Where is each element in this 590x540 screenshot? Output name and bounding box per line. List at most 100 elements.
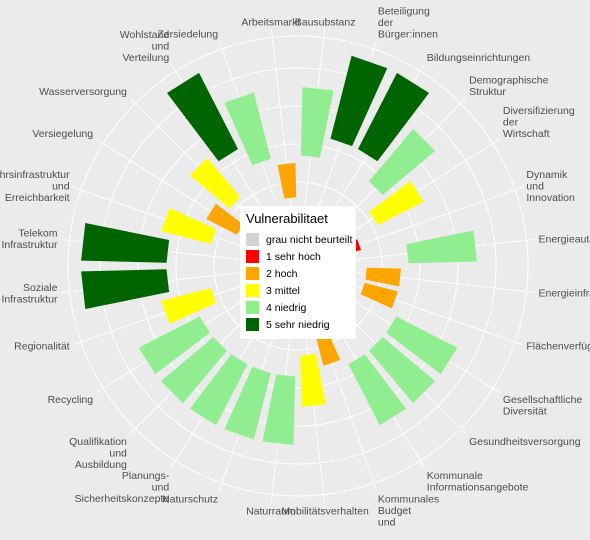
grid-ring [67, 35, 529, 497]
category-label: Diversifizierung der Wirtschaft [503, 105, 575, 140]
legend-title: Vulnerabilitaet [246, 211, 328, 226]
grid-ring [137, 105, 459, 427]
legend-entry: 4 niedrig [246, 299, 350, 316]
category-label-line: Energieinfrastruktur [539, 288, 590, 300]
category-label-line: und [152, 481, 170, 493]
bar-diversifizierung-der-wirtschaft [369, 180, 424, 226]
category-label-line: Beteiligung [378, 6, 430, 18]
category-label: Soziale Infrastruktur [1, 282, 58, 306]
legend-entry: 1 sehr hoch [246, 248, 350, 265]
bar-arbeitsmarkt [277, 163, 297, 199]
category-label-line: der [378, 17, 394, 29]
category-label-line: Bausubstanz [295, 17, 356, 29]
bars-layer [81, 55, 477, 445]
category-label: Arbeitsmarkt [241, 17, 300, 29]
category-label: Wasserversorgung [39, 86, 127, 98]
category-label-line: Struktur [469, 86, 506, 98]
category-label: Energieautarkie [539, 233, 590, 245]
category-label: Gesellschaftliche Diversität [503, 394, 583, 418]
category-label: VerkehrsinfrastrukturundErreichbarkeit [0, 169, 70, 204]
legend-entry-label: 2 hoch [266, 267, 298, 280]
bar-recycling [138, 316, 210, 375]
category-label: Kommunales Budget und [378, 493, 439, 528]
bar-mobilitätsverhalten [300, 353, 326, 407]
category-label: Demographische Struktur [469, 74, 549, 98]
category-label: Mobilitätsverhalten [281, 506, 369, 518]
category-label-line: Mobilitätsverhalten [281, 506, 369, 518]
category-label-line: Naturschutz [162, 493, 218, 505]
legend-key-swatch [246, 284, 259, 297]
category-label: Naturraum [246, 506, 296, 518]
bar-demographische-struktur [369, 128, 436, 195]
legend-entry-label: 4 niedrig [266, 301, 307, 314]
legend: Vulnerabilitaet grau nicht beurteilt 1 se… [240, 206, 356, 339]
grid-ring [175, 143, 421, 389]
category-label: Bausubstanz [295, 17, 356, 29]
category-label-line: Sicherheitskonzepte [75, 493, 170, 505]
category-label: Dynamik und Innovation [526, 169, 575, 204]
bar-telekom-infrastruktur [81, 223, 170, 263]
category-label: Kommunale Informationsangebote [427, 470, 529, 494]
grid-ring [213, 181, 383, 351]
category-label-line: Infrastruktur [1, 293, 58, 305]
category-label-line: Informationsangebote [427, 481, 529, 493]
category-label-line: Budget [378, 505, 411, 517]
bar-bausubstanz [300, 87, 334, 158]
bar-kommunale-informationsangebote [348, 354, 407, 426]
category-label-line: Wirtschaft [503, 128, 550, 140]
category-label-line: Infrastruktur [1, 239, 58, 251]
legend-key-swatch [246, 250, 259, 263]
category-label: Energieinfrastruktur [539, 288, 590, 300]
category-label-line: Kommunales [378, 493, 439, 505]
bar-verkehrsinfrastruktur-und-erreichbarkeit [161, 208, 217, 244]
bar-beteiligung-der-bürger-innen [330, 55, 388, 147]
category-label: Flächenverfügbarkeit [526, 340, 590, 352]
category-label-line: Gesellschaftliche [503, 394, 583, 406]
category-label: Regionalität [14, 340, 70, 352]
category-label: Zersiedelung [157, 29, 218, 41]
category-label-line: Diversifizierung [503, 105, 575, 117]
category-label-line: Versiegelung [32, 128, 93, 140]
category-label-line: Telekom [18, 228, 57, 240]
category-label-line: Planungs- [122, 470, 170, 482]
category-label-line: Kommunale [427, 470, 483, 482]
legend-entry-label: 3 mittel [266, 284, 300, 297]
bar-soziale-infrastruktur [81, 269, 170, 309]
legend-key-swatch [246, 301, 259, 314]
bar-flächenverfügbarkeit [360, 283, 398, 309]
category-label-line: Innovation [526, 192, 575, 204]
bar-naturschutz [224, 366, 271, 440]
category-label: Versiegelung [32, 128, 93, 140]
legend-entry: 5 sehr niedrig [246, 316, 350, 333]
category-label-line: Bürger:innen [378, 29, 438, 41]
category-label-line: Naturraum [246, 506, 296, 518]
category-label-line: Regionalität [14, 340, 70, 352]
legend-entries: grau nicht beurteilt 1 sehr hoch 2 hoch 3 m… [246, 231, 353, 333]
category-label-line: und [109, 448, 127, 460]
category-label-line: Verkehrsinfrastruktur [0, 169, 70, 181]
bar-energieautarkie [406, 230, 477, 264]
bar-planungs-und-sicherheitskonzepte [189, 354, 248, 426]
category-label-line: Erreichbarkeit [5, 192, 70, 204]
category-label: Planungs-und Sicherheitskonzepte [75, 470, 170, 505]
bar-qualifikation-und-ausbildung [160, 337, 227, 404]
category-label-line: Wohlstand [120, 29, 170, 41]
category-label-line: und [526, 181, 544, 193]
category-label-line: Ausbildung [75, 459, 127, 471]
category-label-line: Soziale [23, 282, 58, 294]
bar-gesellschaftliche-diversität [386, 316, 458, 375]
legend-entry-label: grau nicht beurteilt [266, 233, 353, 246]
legend-entry: 3 mittel [246, 282, 350, 299]
bar-bildungseinrichtungen [358, 72, 429, 162]
bar-zersiedelung [224, 92, 271, 166]
category-label-line: Recycling [48, 394, 94, 406]
category-label: Qualifikation und Ausbildung [69, 436, 127, 471]
bar-gesundheitsversorgung [369, 337, 436, 404]
category-label-line: Zersiedelung [157, 29, 218, 41]
category-label-line: Diversität [503, 405, 547, 417]
category-label: Gesundheitsversorgung [469, 436, 581, 448]
bar-wohlstand-und-verteilung [167, 72, 238, 162]
bar-wasserversorgung [190, 158, 241, 209]
legend-key-swatch [246, 267, 259, 280]
